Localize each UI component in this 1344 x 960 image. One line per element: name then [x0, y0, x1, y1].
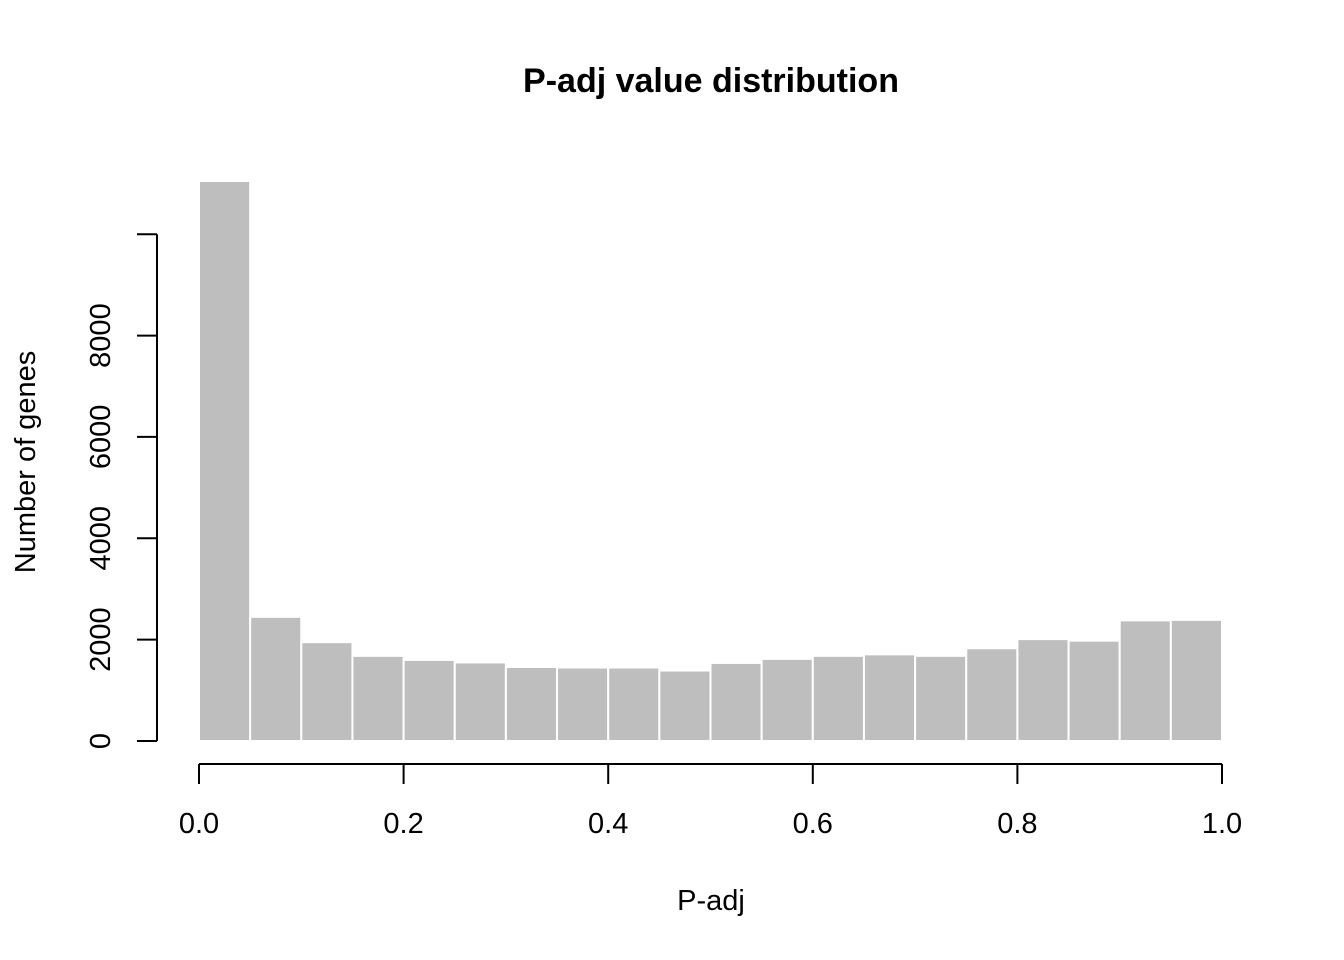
y-axis-label: Number of genes: [10, 351, 42, 573]
x-tick-label: 0.8: [997, 808, 1037, 840]
y-axis: 0 2000 4000 6000 8000: [85, 233, 158, 749]
histogram-bar: [607, 666, 661, 742]
x-tick-label: 0.6: [793, 808, 833, 840]
histogram-bar: [760, 657, 814, 742]
chart-title: P-adj value distribution: [523, 62, 899, 100]
histogram-bar: [811, 654, 865, 743]
histogram-bar: [556, 666, 610, 742]
histogram-bar: [1016, 638, 1070, 742]
y-tick-label: 8000: [85, 303, 117, 368]
histogram-bar: [300, 641, 354, 742]
histogram-bar: [914, 654, 968, 743]
x-tick-label: 0.0: [179, 808, 219, 840]
histogram-bar: [351, 654, 405, 743]
x-axis: 0.0 0.2 0.4 0.6 0.8 1.0: [179, 763, 1242, 840]
x-axis-label: P-adj: [677, 885, 745, 917]
histogram-bar: [198, 180, 252, 742]
histogram-bar: [1118, 619, 1172, 743]
histogram-bar: [709, 661, 763, 743]
histogram-bar: [658, 669, 712, 743]
x-tick-label: 1.0: [1202, 808, 1242, 840]
histogram-bar: [1169, 618, 1223, 742]
x-tick-label: 0.4: [588, 808, 628, 840]
histogram-bar: [965, 647, 1019, 743]
y-tick-label: 4000: [85, 506, 117, 571]
histogram-bar: [402, 658, 456, 742]
histogram-bar: [249, 615, 303, 742]
y-tick-label: 0: [85, 733, 117, 749]
histogram-bar: [453, 661, 507, 742]
histogram-bar: [862, 653, 917, 742]
y-tick-label: 6000: [85, 405, 117, 470]
x-tick-label: 0.2: [383, 808, 423, 840]
histogram-bar: [504, 666, 559, 742]
bars-group: [198, 180, 1223, 743]
histogram-bar: [1067, 639, 1121, 743]
y-tick-label: 2000: [85, 607, 117, 672]
